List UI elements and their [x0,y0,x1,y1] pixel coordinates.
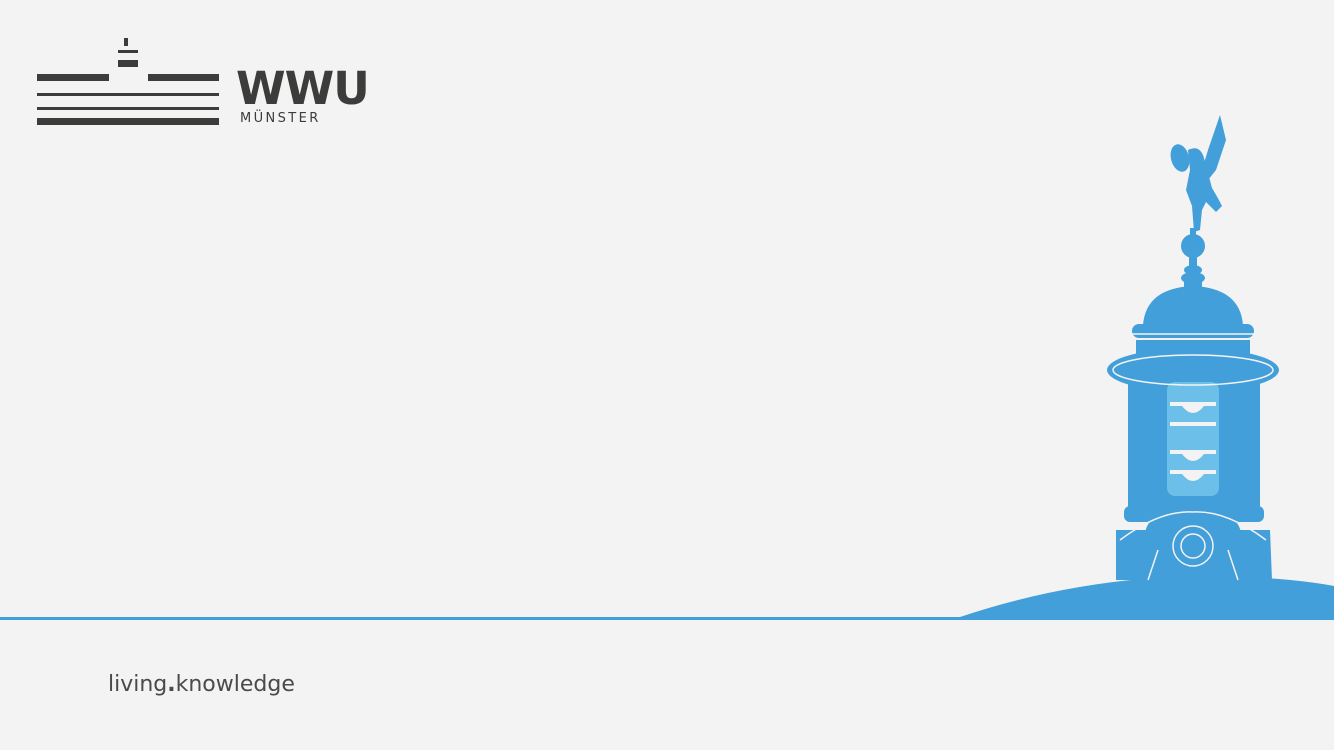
logo-city: MÜNSTER [240,111,321,126]
muenster-tower-icon [960,115,1334,620]
slogan-part1: living [108,672,168,697]
logo-wordmark: WWU [236,62,370,115]
slogan-part2: knowledge [175,672,295,697]
divider-line [0,617,1334,620]
university-emblem-icon [37,38,219,125]
slogan: living.knowledge [108,672,295,698]
slogan-separator: . [167,672,176,697]
